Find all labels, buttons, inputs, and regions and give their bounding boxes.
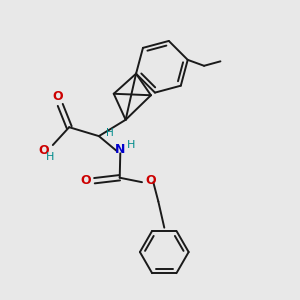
- Text: O: O: [81, 174, 92, 187]
- Text: N: N: [115, 143, 125, 156]
- Text: H: H: [106, 128, 114, 138]
- Text: O: O: [38, 144, 49, 157]
- Text: H: H: [127, 140, 135, 150]
- Text: O: O: [145, 174, 156, 187]
- Text: H: H: [46, 152, 54, 162]
- Text: O: O: [52, 90, 63, 103]
